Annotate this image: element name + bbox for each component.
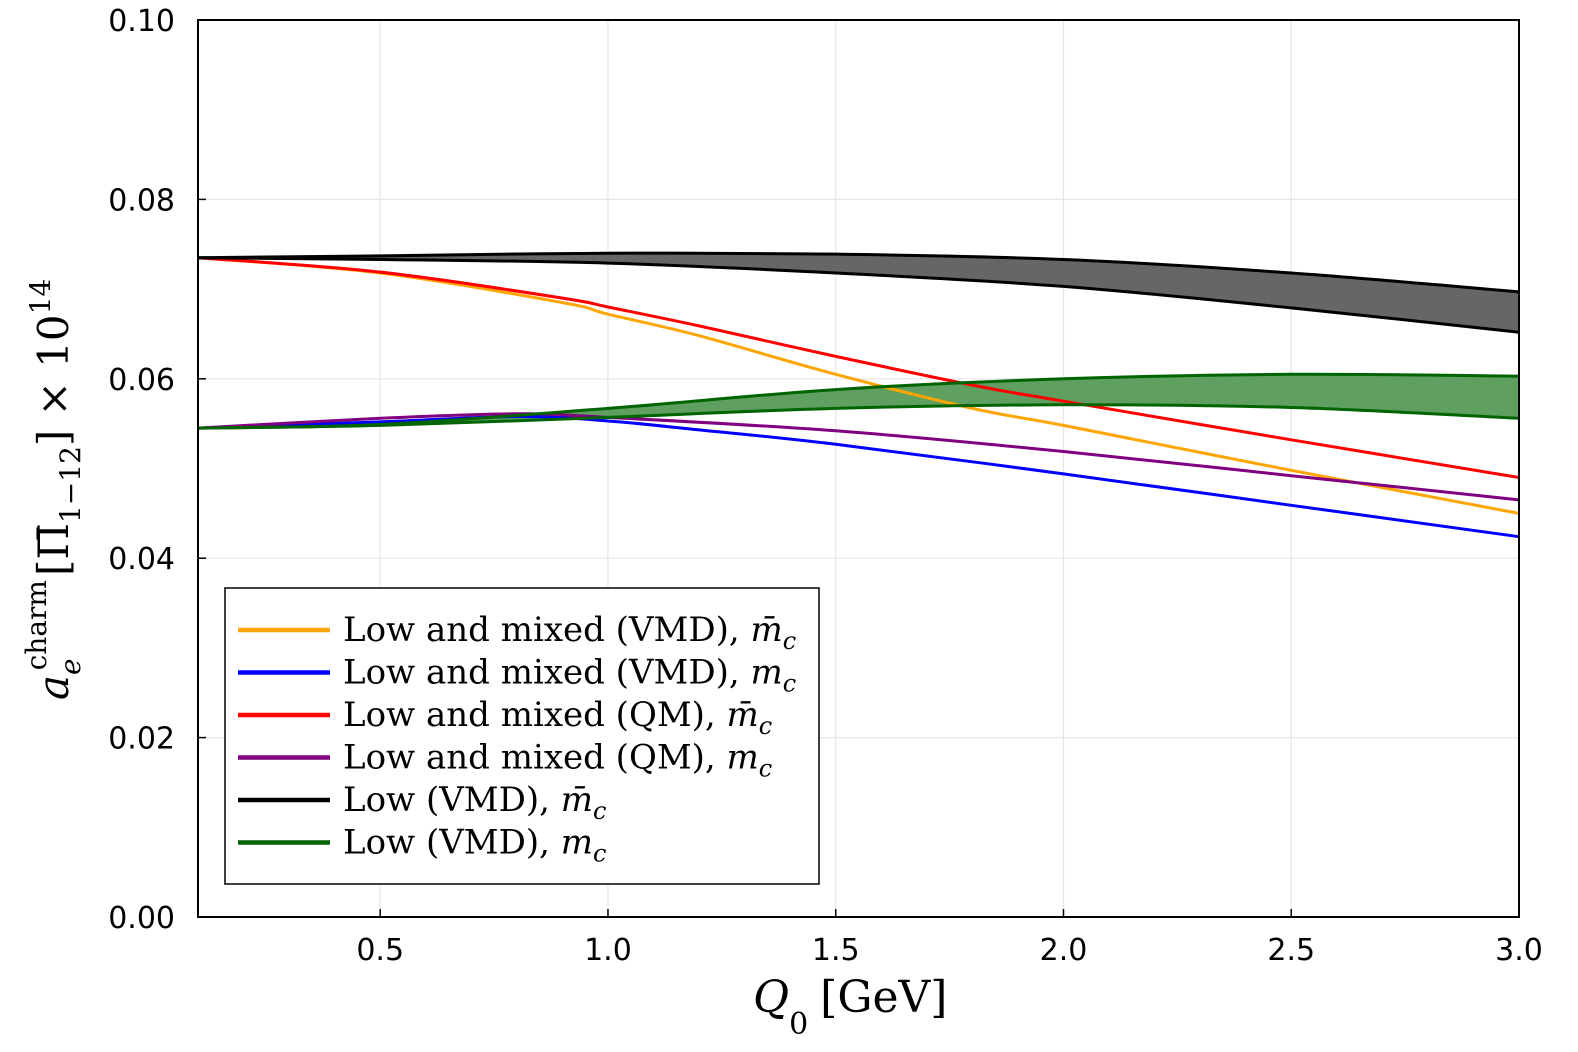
x-ticks: 0.5 1.0 1.5 2.0 2.5 3.0 (356, 909, 1543, 968)
x-tick-label: 0.5 (356, 933, 404, 968)
legend-label: Low (VMD), mc (343, 823, 606, 868)
bands (198, 253, 1519, 429)
band-lower-line-4 (197, 256, 1520, 334)
band-fill-4 (198, 253, 1519, 333)
series-line-1 (197, 414, 1520, 539)
y-tick-label: 0.04 (108, 542, 175, 577)
y-tick-label: 0.00 (108, 901, 175, 936)
legend-label: Low and mixed (QM), m̄c (343, 695, 772, 740)
legend-label: Low and mixed (VMD), mc (343, 653, 796, 698)
x-tick-label: 1.5 (812, 933, 860, 968)
legend-label: Low and mixed (VMD), m̄c (343, 610, 796, 655)
band-upper-line-4 (197, 251, 1520, 294)
x-tick-label: 1.0 (584, 933, 632, 968)
legend-label: Low and mixed (QM), mc (343, 738, 772, 783)
series-line-2 (197, 256, 1520, 479)
y-tick-label: 0.06 (108, 363, 175, 398)
series-lines (197, 251, 1520, 539)
series-line-3 (197, 412, 1520, 502)
y-tick-label: 0.02 (108, 722, 175, 757)
y-tick-label: 0.10 (108, 4, 175, 39)
legend-box (224, 587, 820, 885)
x-axis-label: Q0[GeV] (753, 972, 947, 1042)
y-axis-label: aecharm[Π̄1−12] × 1014 (20, 279, 87, 700)
x-tick-label: 3.0 (1495, 933, 1543, 968)
x-tick-label: 2.5 (1267, 933, 1315, 968)
y-tick-label: 0.08 (108, 183, 175, 218)
band-lower-line-5 (197, 403, 1520, 430)
plot-frame (197, 19, 1520, 918)
legend-label: Low (VMD), m̄c (343, 780, 606, 825)
x-tick-label: 2.0 (1040, 933, 1088, 968)
series-line-0 (197, 256, 1520, 515)
y-ticks: 0.00 0.02 0.04 0.06 0.08 0.10 (108, 4, 206, 936)
